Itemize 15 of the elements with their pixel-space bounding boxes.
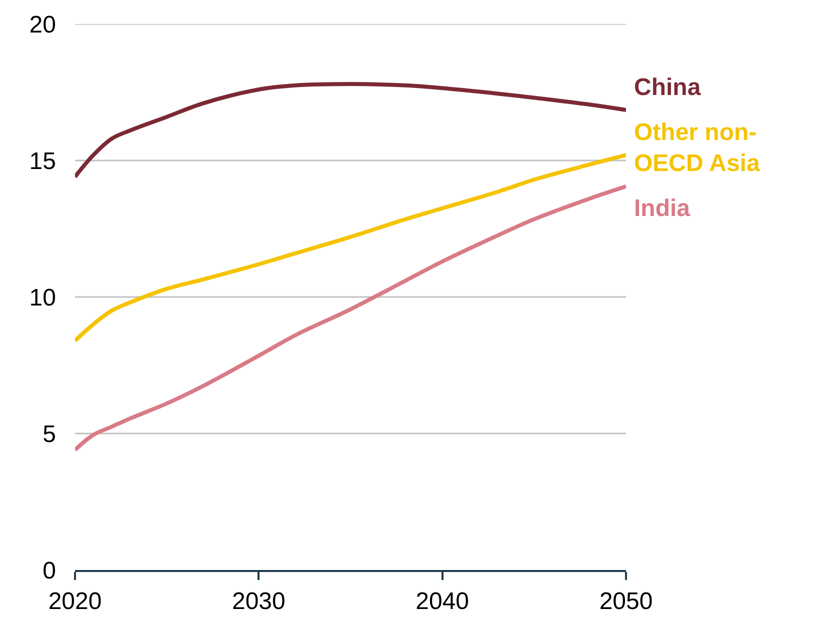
- y-tick-label: 20: [29, 11, 56, 38]
- line-series: [75, 82, 626, 179]
- y-tick-label: 5: [42, 420, 56, 448]
- series-label: China: [634, 74, 702, 101]
- x-tick-label: 2030: [232, 588, 286, 615]
- x-tick-label: 2020: [48, 588, 102, 615]
- series-label: India: [634, 195, 691, 222]
- series-label: Other non-OECD Asia: [634, 119, 760, 178]
- x-tick-label: 2040: [416, 588, 470, 615]
- y-tick-label: 10: [29, 284, 56, 312]
- y-tick-label: 0: [42, 557, 56, 584]
- y-tick-label: 15: [29, 148, 56, 175]
- line-series: [75, 153, 626, 343]
- x-tick-label: 2050: [599, 588, 653, 615]
- line-series: [75, 184, 626, 452]
